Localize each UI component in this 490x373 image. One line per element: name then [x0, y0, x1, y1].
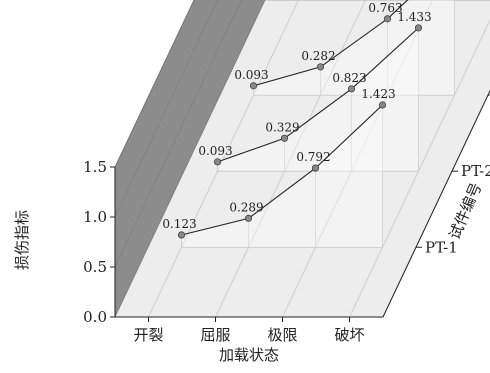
wall-gridline — [114, 0, 219, 218]
data-point — [244, 214, 253, 222]
x-tick-label: 屈服 — [200, 326, 230, 344]
data-label: 0.792 — [296, 150, 330, 164]
data-label: 0.329 — [265, 120, 299, 134]
data-point — [213, 158, 222, 166]
data-point — [280, 134, 289, 142]
data-label: 0.823 — [332, 71, 366, 85]
data-point — [249, 82, 258, 90]
z-tick-label: PT-2 — [461, 162, 490, 180]
data-label: 0.093 — [234, 68, 268, 82]
series-line-PT-1 — [181, 104, 383, 236]
data-label: 0.763 — [368, 1, 402, 15]
x-axis-title: 加载状态 — [219, 346, 279, 364]
data-point — [378, 101, 387, 109]
y-tick-label: 1.5 — [83, 158, 107, 176]
series-area-PT-2 — [217, 27, 419, 172]
data-point — [347, 85, 356, 93]
data-point — [383, 15, 392, 23]
data-label: 0.289 — [229, 200, 263, 214]
y-axis-title: 损伤指标 — [13, 210, 31, 270]
wall-gridline — [114, 0, 242, 268]
floor-gridline — [148, 0, 299, 318]
data-label: 0.282 — [301, 49, 335, 63]
floor-gridline — [349, 19, 490, 318]
wall-gridline — [114, 0, 266, 318]
wall-gridline — [114, 0, 195, 168]
data-label: 0.123 — [162, 217, 196, 231]
data-point — [177, 231, 186, 239]
x-tick-label: 破坏 — [334, 326, 364, 344]
data-point — [311, 164, 320, 172]
y-tick-label: 0.0 — [83, 308, 107, 326]
z-tick-label: PT-1 — [425, 238, 458, 256]
data-label: 1.423 — [361, 87, 395, 101]
x-tick-label: 开裂 — [133, 326, 163, 344]
series-line-PT-3 — [253, 0, 409, 87]
chart-series — [177, 0, 455, 248]
data-point — [414, 24, 423, 32]
x-tick-label: 极限 — [267, 326, 297, 344]
series-area-PT-3 — [253, 0, 455, 96]
series-line-PT-2 — [217, 27, 419, 163]
z-axis-line — [382, 89, 490, 318]
data-label: 1.433 — [397, 10, 431, 24]
floor-gridline — [282, 0, 433, 318]
y-tick-label: 1.0 — [83, 208, 107, 226]
z-axis-title: 试件编号 — [445, 180, 485, 242]
chart-axes — [110, 89, 490, 322]
y-tick-label: 0.5 — [83, 258, 107, 276]
data-label: 0.093 — [198, 144, 232, 158]
series-area-PT-1 — [181, 105, 383, 248]
data-point — [316, 63, 325, 71]
